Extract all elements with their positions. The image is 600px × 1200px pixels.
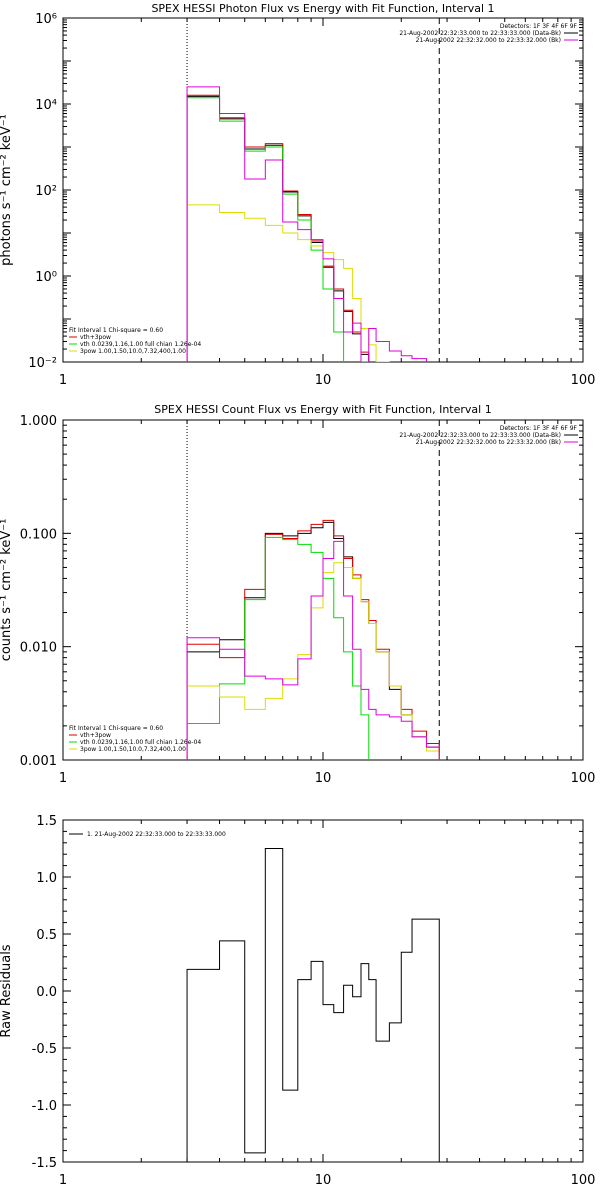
y-tick-label: 0.0	[36, 985, 57, 1000]
legend-entry-label: 1. 21-Aug-2002 22:32:33.000 to 22:33:33.…	[87, 831, 226, 838]
x-tick-label: 10	[315, 771, 332, 786]
series-5-line	[186, 540, 440, 760]
panel-3: 1 10 100 -1.5 -1.0 -0.5 0.0 0.5 1.0 1.5 Raw Residu…	[0, 814, 595, 1188]
series-4-line	[186, 204, 390, 362]
series-1-line	[186, 848, 440, 1162]
y-axis-label: Raw Residuals	[0, 944, 14, 1037]
series-2-line	[186, 519, 440, 760]
legend-entry-label: vth 0.0239,1.16,1.00 full chian 1.26e-04	[80, 739, 201, 746]
x-tick-label: 1	[59, 1173, 67, 1188]
y-tick-label: 0.001	[20, 754, 57, 769]
y-axis-label: photons s⁻¹ cm⁻² keV⁻¹	[0, 114, 14, 266]
plot-frame	[62, 17, 584, 363]
legend-entry-label: 21-Aug-2002 22:32:33.000 to 22:33:33.000…	[399, 432, 561, 439]
x-tick-label: 10	[315, 1173, 332, 1188]
legend-entry-label: 21-Aug-2002 22:32:32.000 to 22:33:32.000…	[416, 37, 561, 44]
y-tick-label: -0.5	[32, 1042, 57, 1057]
y-tick-label: 10⁻²	[28, 356, 57, 371]
x-tick-label: 10	[315, 373, 332, 388]
y-tick-label: 0.100	[20, 527, 57, 542]
legend-fit-header: Fit Interval 1 Chi-square = 0.60	[69, 327, 163, 334]
legend-fit-header: Fit Interval 1 Chi-square = 0.60	[69, 725, 163, 732]
legend-entry-label: 3pow 1.00,1.50,10.0,7.32,400,1.00	[80, 348, 186, 355]
y-tick-label: 10⁶	[35, 12, 57, 27]
series-1-line	[186, 95, 370, 362]
y-tick-label: 1.0	[36, 871, 57, 886]
series-2-line	[186, 94, 370, 362]
legend-detectors: Detectors: 1F 3F 4F 6F 9F	[500, 425, 578, 432]
y-tick-label: -1.0	[32, 1099, 57, 1114]
chart-title: SPEX HESSI Count Flux vs Energy with Fit…	[154, 403, 491, 416]
x-tick-label: 1	[59, 373, 67, 388]
legend-entry-label: vth 0.0239,1.16,1.00 full chian 1.26e-04	[80, 341, 201, 348]
series-4-line	[186, 562, 440, 760]
x-tick-label: 1	[59, 771, 67, 786]
series-3-line	[186, 97, 345, 362]
series-3-line	[186, 536, 370, 760]
y-tick-label: 1.5	[36, 814, 57, 829]
y-tick-label: 0.010	[20, 641, 57, 656]
legend-detectors: Detectors: 1F 3F 4F 6F 9F	[500, 23, 578, 30]
y-axis-label: counts s⁻¹ cm⁻² keV⁻¹	[0, 519, 14, 662]
legend-entry-label: vth+3pow	[80, 334, 111, 341]
legend-entry-label: 21-Aug-2002 22:32:32.000 to 22:33:32.000…	[416, 439, 561, 446]
y-tick-label: 10⁰	[35, 270, 57, 285]
y-tick-label: 0.5	[36, 928, 57, 943]
x-tick-label: 100	[571, 771, 596, 786]
y-tick-label: -1.5	[32, 1156, 57, 1171]
legend-entry-label: 21-Aug-2002 22:32:33.000 to 22:33:33.000…	[399, 30, 561, 37]
panel-2: SPEX HESSI Count Flux vs Energy with Fit…	[0, 403, 596, 786]
series-5-line	[186, 86, 427, 362]
y-tick-label: 1.000	[20, 414, 57, 429]
panel-1: SPEX HESSI Photon Flux vs Energy with Fi…	[0, 2, 596, 388]
x-tick-label: 100	[571, 373, 596, 388]
y-tick-label: 10²	[35, 184, 57, 199]
chart-title: SPEX HESSI Photon Flux vs Energy with Fi…	[151, 2, 494, 15]
legend-entry-label: vth+3pow	[80, 732, 111, 739]
legend-entry-label: 3pow 1.00,1.50,10.0,7.32,400,1.00	[80, 746, 186, 753]
x-tick-label: 100	[571, 1173, 596, 1188]
y-tick-label: 10⁴	[35, 98, 57, 113]
series-1-line	[186, 521, 440, 760]
